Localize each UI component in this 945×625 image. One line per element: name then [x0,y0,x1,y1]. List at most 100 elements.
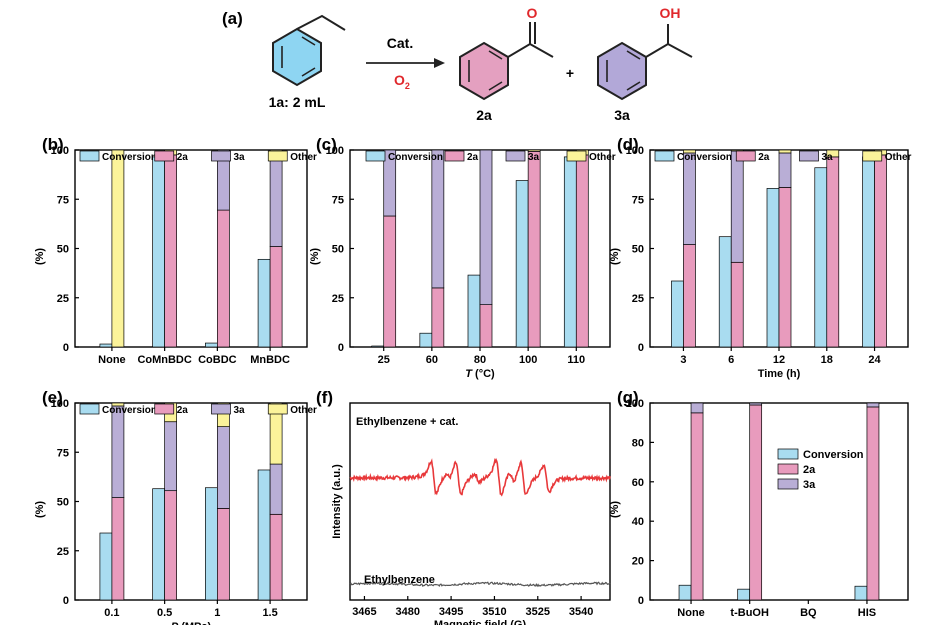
legend-swatch [444,150,465,162]
x-axis-label: Time (h) [758,368,801,380]
legend-swatch [154,403,175,415]
panel-label: (e) [42,388,63,407]
y-tick-label: 75 [632,194,644,206]
panel-d: (d) 0 25 50 75 100 (%) 3 6 12 18 24 Time (h) Conversi… [609,135,912,380]
legend-label: Other [885,152,912,163]
x-tick-label: 3480 [396,606,420,618]
x-tick-label: 1.5 [262,607,277,619]
legend-label: Other [290,152,317,163]
bar-other [826,149,840,158]
bar-2a [683,244,696,348]
x-tick-label: MnBDC [250,354,290,366]
panel-label: (g) [617,388,639,407]
bar-2a [826,156,840,348]
y-axis-label: (%) [609,501,621,518]
bar-conversion [257,258,271,348]
legend-label: 2a [758,152,770,163]
acetyl-chain [507,22,554,58]
hydroxyethyl-chain [645,24,693,58]
y-tick-label: 20 [632,556,644,568]
bar-2a [111,497,125,601]
bar-conversion [205,342,218,348]
y-tick-label: 25 [632,293,644,305]
bar-3a [479,149,493,305]
bar-conversion [257,469,271,601]
x-tick-label: 18 [821,354,833,366]
bar-2a [217,209,230,348]
y-axis-label: Intensity (a.u.) [331,464,343,539]
bar-3a [383,149,397,217]
bar-3a [866,402,880,408]
bar-2a [479,304,493,348]
ethyl-chain [296,14,346,31]
y-tick-label: 60 [632,477,644,489]
x-tick-label: 80 [474,354,486,366]
bar-conversion [862,156,875,348]
y-tick-label: 50 [57,244,69,256]
y-tick-label: 100 [626,398,644,410]
y-tick-label: 50 [332,244,344,256]
y-tick-label: 50 [632,244,644,256]
plot-frame [349,402,611,601]
y-tick-label: 100 [51,145,69,157]
y-tick-label: 40 [632,516,644,528]
y-axis-label: (%) [309,248,321,265]
legend-label: 2a [177,405,189,416]
bar-other [778,149,792,154]
bar-conversion [671,280,684,348]
bar-other [111,149,125,348]
bar-conversion [467,274,481,348]
bar-2a [874,154,887,348]
panel-g: (g) 0 20 40 60 80 100 (%) None t-BuOH BQ HIS Convers… [609,388,909,619]
bar-conversion [152,156,165,348]
bar-3a [690,402,704,414]
x-tick-label: CoMnBDC [137,354,191,366]
bar-3a [269,463,283,515]
legend-swatch [862,150,883,162]
y-tick-label: 25 [57,293,69,305]
benzene-ring-2a [459,41,509,101]
x-tick-label: 25 [378,354,390,366]
bar-conversion [515,180,529,348]
x-tick-label: 110 [567,354,585,366]
x-axis-label: T (°C) [465,368,495,380]
y-tick-label: 80 [632,437,644,449]
legend-swatch [267,403,288,415]
x-tick-label: HIS [858,607,876,619]
y-tick-label: 75 [57,447,69,459]
bar-2a [749,404,763,601]
epr-series-catalyst [349,457,611,497]
x-tick-label: 0.5 [157,607,172,619]
bar-conversion [718,236,732,348]
y-tick-label: 75 [57,194,69,206]
x-tick-label: None [98,354,126,366]
y-axis-label: (%) [609,248,621,265]
bar-3a [269,152,283,247]
y-tick-label: 25 [332,293,344,305]
y-tick-label: 100 [326,145,344,157]
legend-swatch [777,448,799,460]
bar-2a [269,513,283,601]
x-tick-label: 3465 [352,606,376,618]
ring-double-bonds-1a [281,36,316,77]
bar-2a [383,215,397,348]
bar-2a [217,508,230,601]
legend-swatch [505,150,526,162]
bar-conversion [814,167,828,348]
legend-label: Conversion [677,152,732,163]
bar-other [683,149,696,154]
arrow-head [434,58,445,68]
legend-label: Conversion [803,449,864,461]
legend-label: 3a [528,152,540,163]
bar-2a [164,154,177,348]
y-tick-label: 25 [57,546,69,558]
x-tick-label: t-BuOH [730,607,769,619]
bar-conversion [371,345,385,348]
panel-f: (f) 3465 3480 3495 3510 3525 3540 Magnetic fiel… [316,388,611,625]
legend-swatch [735,150,756,162]
y-tick-label: 0 [638,342,644,354]
legend-label: Other [290,405,317,416]
bar-other [111,402,125,407]
panel-label-a: (a) [222,9,243,28]
y-tick-label: 50 [57,497,69,509]
